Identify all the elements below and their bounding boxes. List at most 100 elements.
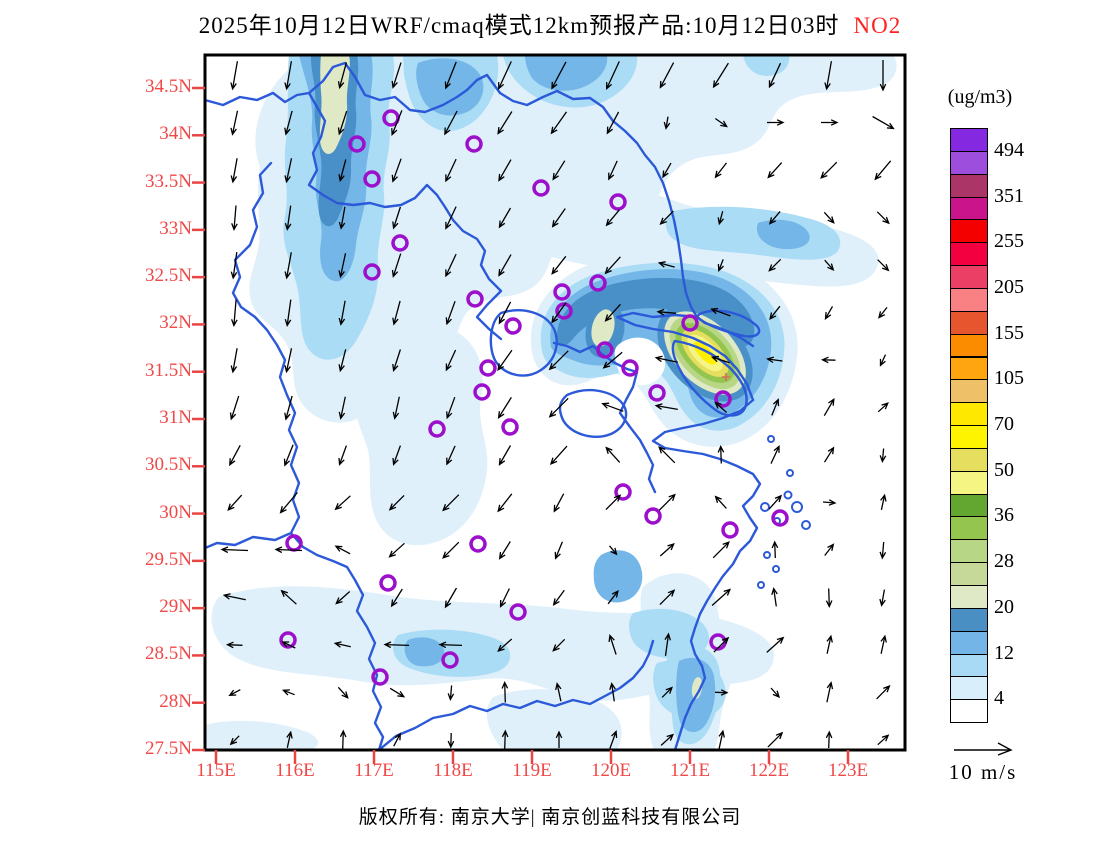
- wind-arrow-icon: [338, 206, 346, 230]
- wind-arrow-icon: [445, 206, 457, 230]
- wind-vectors: [220, 60, 895, 750]
- wind-arrow-icon: [284, 299, 292, 327]
- station-marker: [466, 290, 484, 308]
- wind-arrow-icon: [712, 541, 730, 559]
- station-marker: [479, 359, 497, 377]
- concentration-fills: [205, 55, 897, 750]
- wind-arrow-icon: [383, 641, 410, 649]
- wind-arrow-icon: [607, 590, 619, 605]
- station-marker: [348, 135, 366, 153]
- wind-speed-legend-label: 10 m/s: [948, 760, 1018, 784]
- wind-arrow-icon: [284, 110, 293, 136]
- contour-fill: [351, 319, 488, 546]
- wind-arrow-icon: [768, 258, 782, 272]
- station-marker: [473, 383, 491, 401]
- y-axis-label: 28.5N: [145, 643, 192, 665]
- color-scale-value: 351: [994, 184, 1024, 207]
- wind-arrow-icon: [335, 591, 351, 605]
- color-scale-value: 70: [994, 413, 1014, 436]
- station-marker: [465, 135, 483, 153]
- contour-fill: [691, 677, 703, 699]
- contour-fill: [593, 550, 643, 603]
- color-scale-value: 28: [994, 550, 1014, 573]
- wind-arrow-icon: [228, 689, 241, 697]
- wind-arrow-icon: [548, 397, 569, 418]
- wind-arrow-icon: [658, 446, 676, 464]
- color-scale: [950, 128, 988, 724]
- wind-arrow-icon: [824, 259, 835, 271]
- station-marker: [621, 359, 639, 377]
- color-scale-cell: [950, 402, 988, 427]
- coastal-islands: [757, 435, 811, 589]
- wind-arrow-icon: [338, 159, 347, 183]
- wind-arrow-icon: [710, 355, 730, 364]
- wind-arrow-icon: [445, 158, 457, 183]
- boundary-line: [307, 91, 503, 341]
- wind-arrow-icon: [657, 261, 675, 268]
- color-scale-cell: [950, 242, 988, 267]
- province-boundaries: [205, 61, 762, 750]
- copyright-text: 版权所有: 南京大学| 南京创蓝科技有限公司: [358, 807, 742, 828]
- color-scale-cell: [950, 516, 988, 541]
- color-scale-value: 36: [994, 504, 1014, 527]
- island-outline: [801, 520, 811, 530]
- max-value-cross-icon: [722, 373, 730, 381]
- x-axis-label: 119E: [512, 760, 552, 781]
- wind-arrow-icon: [390, 588, 403, 608]
- wind-arrow-icon: [768, 210, 781, 225]
- wind-arrow-icon: [497, 638, 513, 653]
- wind-arrow-icon: [392, 206, 402, 230]
- wind-arrow-icon: [549, 445, 568, 466]
- contour-fill: [416, 58, 484, 116]
- wind-arrow-icon: [825, 588, 833, 609]
- wind-arrow-icon: [286, 730, 293, 748]
- wind-arrow-icon: [771, 540, 779, 559]
- color-scale-value: 20: [994, 595, 1014, 618]
- y-axis-label: 33N: [159, 217, 192, 239]
- wind-arrow-icon: [391, 158, 402, 183]
- unit-label: (ug/m3): [947, 86, 1013, 108]
- boundary-line: [289, 531, 385, 750]
- wind-arrow-icon: [283, 444, 294, 467]
- wind-arrow-icon: [554, 541, 564, 560]
- wind-arrow-icon: [555, 682, 562, 702]
- y-axis-label: 33.5N: [145, 170, 192, 192]
- wind-arrow-icon: [713, 636, 730, 653]
- wind-arrow-icon: [220, 546, 249, 554]
- wind-arrow-icon: [552, 589, 565, 607]
- wind-arrow-icon: [768, 494, 783, 510]
- boundary-line: [558, 388, 628, 438]
- wind-arrow-icon: [447, 685, 455, 702]
- wind-arrow-icon: [551, 302, 567, 324]
- station-marker: [469, 535, 487, 553]
- wind-arrow-icon: [444, 110, 458, 136]
- color-scale-value: 205: [994, 275, 1024, 298]
- color-scale-cell: [950, 333, 988, 358]
- station-marker: [709, 633, 727, 651]
- wind-arrow-icon: [392, 445, 402, 466]
- axis-ticks: [192, 86, 850, 764]
- y-axis-label: 34N: [159, 123, 192, 145]
- wind-arrow-icon: [606, 111, 620, 135]
- contour-fill: [743, 55, 790, 76]
- wind-arrow-icon: [767, 119, 785, 126]
- station-marker: [428, 420, 446, 438]
- wind-arrow-icon: [230, 110, 239, 136]
- station-marker: [771, 509, 789, 527]
- wind-arrow-icon: [338, 396, 346, 420]
- wind-arrow-icon: [771, 587, 778, 607]
- wind-arrow-icon: [555, 730, 563, 748]
- wind-arrow-icon: [498, 301, 512, 325]
- wind-arrow-icon: [284, 348, 293, 374]
- wind-arrow-icon: [337, 62, 348, 90]
- color-scale-cell: [950, 676, 988, 701]
- color-scale-cell: [950, 630, 988, 655]
- wind-arrow-icon: [826, 634, 833, 654]
- station-marker: [371, 668, 389, 686]
- station-marker: [279, 631, 297, 649]
- wind-arrow-icon: [498, 61, 512, 91]
- wind-arrow-icon: [606, 61, 620, 91]
- boundary-line: [205, 161, 301, 550]
- wind-arrow-icon: [766, 356, 783, 364]
- wind-arrow-icon: [879, 448, 887, 464]
